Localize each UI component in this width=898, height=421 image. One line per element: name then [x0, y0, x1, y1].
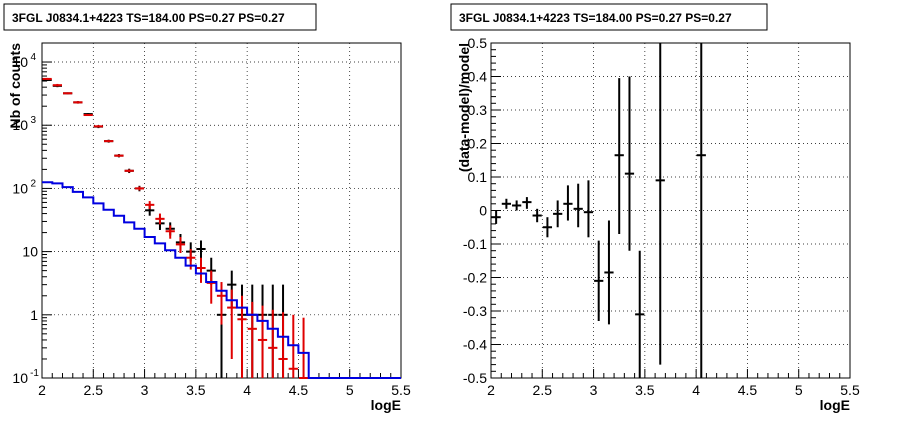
data-point	[104, 140, 114, 143]
data-point	[145, 201, 155, 210]
y-tick-label: -0.5	[463, 370, 487, 386]
y-tick-exponent: 2	[30, 178, 36, 189]
data-point	[155, 213, 165, 225]
data-point	[635, 250, 645, 378]
counts-title: 3FGL J0834.1+4223 TS=184.00 PS=0.27 PS=0…	[12, 11, 285, 25]
y-tick-exponent: 4	[30, 52, 36, 63]
x-tick-label: 3.5	[635, 382, 655, 398]
y-tick-label: 0.2	[468, 136, 488, 152]
data-point	[247, 301, 257, 378]
residual-panel: 3FGL J0834.1+4223 TS=184.00 PS=0.27 PS=0…	[450, 3, 860, 413]
residual-plot-frame	[490, 42, 851, 379]
data-point	[604, 220, 614, 325]
residual-x-title: logE	[820, 397, 850, 413]
data-point	[237, 295, 247, 378]
data-point	[268, 309, 278, 378]
data-point	[52, 83, 63, 87]
x-tick-label: 3	[590, 382, 598, 398]
x-tick-label: 2	[38, 382, 46, 398]
x-tick-label: 4.5	[289, 382, 309, 398]
data-point	[134, 186, 145, 191]
x-tick-label: 4	[243, 382, 251, 398]
data-point	[216, 282, 227, 325]
y-tick-label: 0.4	[468, 69, 488, 85]
data-point	[73, 101, 83, 104]
data-point	[532, 208, 542, 223]
x-tick-label: 2.5	[84, 382, 104, 398]
x-tick-label: 5	[795, 382, 803, 398]
counts-x-title: logE	[371, 397, 401, 413]
x-tick-label: 3	[141, 382, 149, 398]
y-tick-label: 1	[30, 307, 38, 323]
data-point	[298, 317, 309, 379]
data-point	[257, 305, 268, 378]
y-tick-label: 0	[479, 203, 487, 219]
data-point	[175, 237, 186, 254]
residual-title-box	[450, 3, 768, 31]
data-point	[114, 154, 124, 157]
data-point	[124, 169, 134, 173]
data-point	[227, 289, 237, 359]
data-point	[573, 183, 583, 228]
counts-title-box	[3, 3, 317, 31]
y-tick-label: 0.3	[468, 102, 488, 118]
x-tick-label: 2	[487, 382, 495, 398]
y-tick-label: -0.2	[463, 270, 487, 286]
data-point	[624, 76, 635, 251]
data-point	[83, 114, 93, 117]
data-point	[583, 180, 594, 238]
data-point	[501, 198, 512, 209]
data-point	[278, 312, 288, 378]
x-tick-label: 2.5	[533, 382, 553, 398]
data-point	[93, 125, 104, 128]
x-tick-label: 5.5	[840, 382, 860, 398]
model-step-line	[42, 181, 401, 379]
x-tick-label: 5	[346, 382, 354, 398]
residual-y-title: (data-model)/model	[456, 43, 472, 172]
data-point	[42, 77, 52, 80]
y-tick-label: 10	[12, 54, 28, 70]
y-tick-exponent: 3	[30, 115, 36, 126]
x-tick-label: 3.5	[186, 382, 206, 398]
data-point	[165, 225, 175, 239]
data-point	[288, 314, 298, 378]
data-point	[206, 270, 216, 304]
y-tick-label: 10	[12, 180, 28, 196]
y-tick-label: 10	[12, 370, 28, 386]
data-point	[655, 43, 665, 365]
y-tick-label: -0.4	[463, 337, 487, 353]
y-tick-label: -0.3	[463, 303, 487, 319]
counts-y-title: Nb of counts	[7, 43, 23, 129]
data-point	[522, 197, 532, 209]
y-tick-label: 10	[22, 244, 38, 260]
residual-title: 3FGL J0834.1+4223 TS=184.00 PS=0.27 PS=0…	[459, 11, 732, 25]
data-point	[542, 217, 553, 238]
data-point	[614, 78, 624, 234]
y-tick-label: 0.1	[468, 169, 488, 185]
data-point	[512, 200, 522, 211]
x-tick-label: 4	[692, 382, 700, 398]
data-point	[696, 43, 706, 378]
data-point	[553, 200, 563, 228]
y-tick-exponent: -1	[30, 368, 39, 379]
y-tick-label: 10	[12, 117, 28, 133]
data-point	[63, 92, 73, 95]
y-tick-label: 0.5	[468, 35, 488, 51]
data-point	[196, 257, 206, 283]
data-point	[563, 185, 573, 221]
y-tick-label: -0.1	[463, 236, 487, 252]
data-point	[491, 210, 501, 224]
x-tick-label: 4.5	[738, 382, 758, 398]
x-tick-label: 5.5	[391, 382, 411, 398]
data-point	[594, 240, 604, 322]
counts-panel: 3FGL J0834.1+4223 TS=184.00 PS=0.27 PS=0…	[3, 3, 411, 413]
